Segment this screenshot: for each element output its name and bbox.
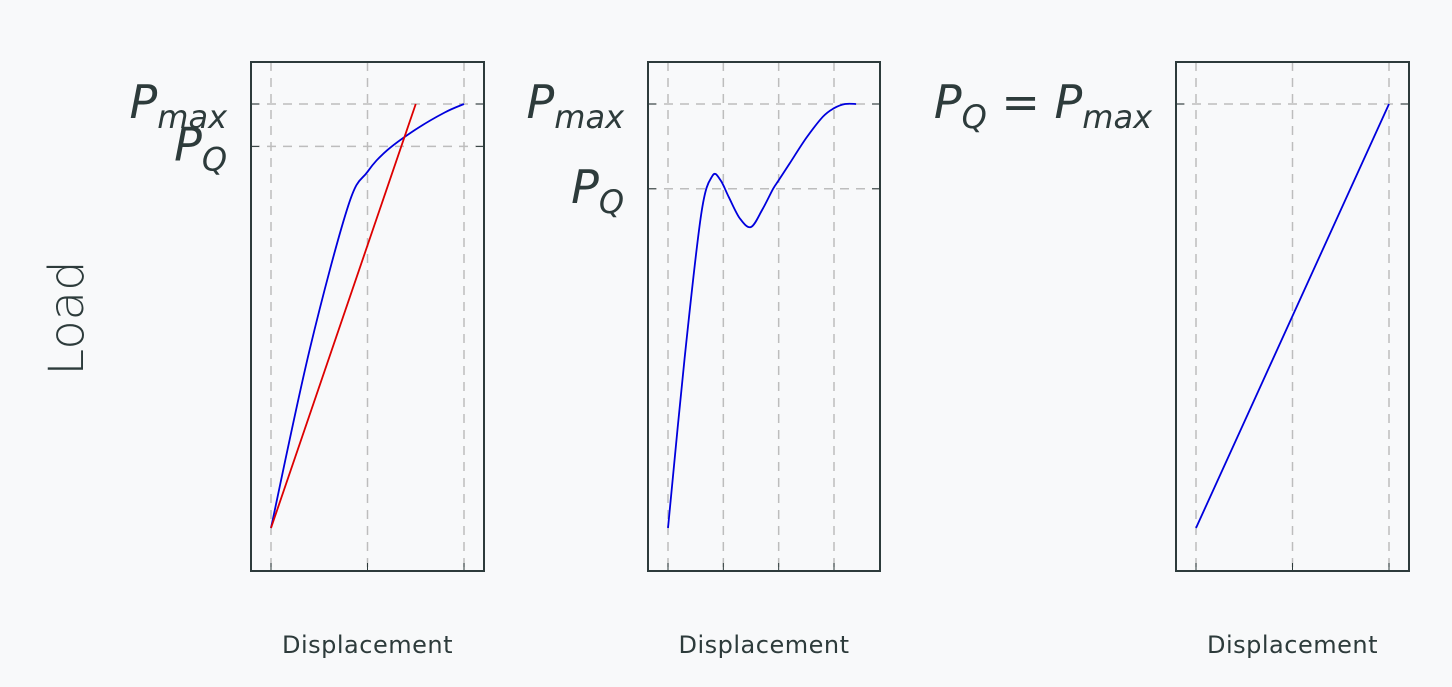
- chart-panel-2: Pmax PQ Displacement: [527, 61, 881, 659]
- y-level-label: PQ: [571, 160, 624, 221]
- y-level-label: Pmax: [130, 75, 229, 136]
- series-curve-line: [1195, 103, 1390, 529]
- x-axis-label: Displacement: [679, 631, 850, 659]
- y-level-label: Pmax: [527, 75, 626, 136]
- series-secant-line: [270, 103, 417, 529]
- y-level-label: PQ = Pmax: [934, 75, 1153, 136]
- y-level-label: PQ: [174, 117, 227, 178]
- y-axis-label: Load: [39, 260, 95, 375]
- series-curve-line: [667, 102, 857, 529]
- x-axis-label: Displacement: [1207, 631, 1378, 659]
- plot-frame: [1175, 61, 1410, 572]
- plot-frame: [647, 61, 881, 572]
- plot-frame: [250, 61, 485, 572]
- series-curve-line: [270, 103, 465, 529]
- x-axis-label: Displacement: [282, 631, 453, 659]
- chart-panel-3: PQ = Pmax Displacement: [934, 61, 1410, 659]
